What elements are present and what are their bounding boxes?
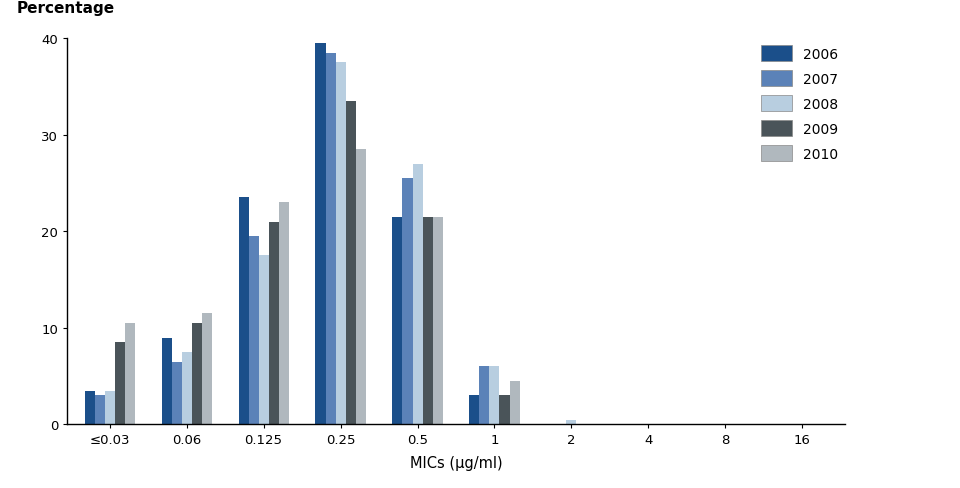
Bar [114, 343, 125, 425]
Legend: 2006, 2007, 2008, 2009, 2010: 2006, 2007, 2008, 2009, 2010 [761, 46, 838, 162]
Bar [393, 217, 402, 425]
Bar [105, 391, 114, 425]
Bar [125, 324, 134, 425]
Bar [325, 54, 335, 425]
Bar [490, 367, 499, 425]
Bar [278, 203, 289, 425]
Bar [510, 381, 519, 425]
Bar [355, 150, 366, 425]
Bar [269, 222, 278, 425]
Bar [499, 396, 510, 425]
Bar [84, 391, 94, 425]
Bar [433, 217, 443, 425]
Bar [192, 324, 202, 425]
Bar [94, 396, 105, 425]
Bar [413, 164, 422, 425]
Bar [316, 44, 325, 425]
X-axis label: MICs (μg/ml): MICs (μg/ml) [410, 455, 502, 470]
Bar [161, 338, 172, 425]
Text: Percentage: Percentage [16, 1, 115, 16]
Bar [249, 237, 258, 425]
Bar [479, 367, 490, 425]
Bar [258, 256, 269, 425]
Bar [202, 314, 211, 425]
Bar [335, 63, 346, 425]
Bar [238, 198, 249, 425]
Bar [402, 179, 413, 425]
Bar [422, 217, 433, 425]
Bar [172, 362, 181, 425]
Bar [181, 352, 192, 425]
Bar [346, 102, 355, 425]
Bar [566, 420, 577, 425]
Bar [469, 396, 479, 425]
